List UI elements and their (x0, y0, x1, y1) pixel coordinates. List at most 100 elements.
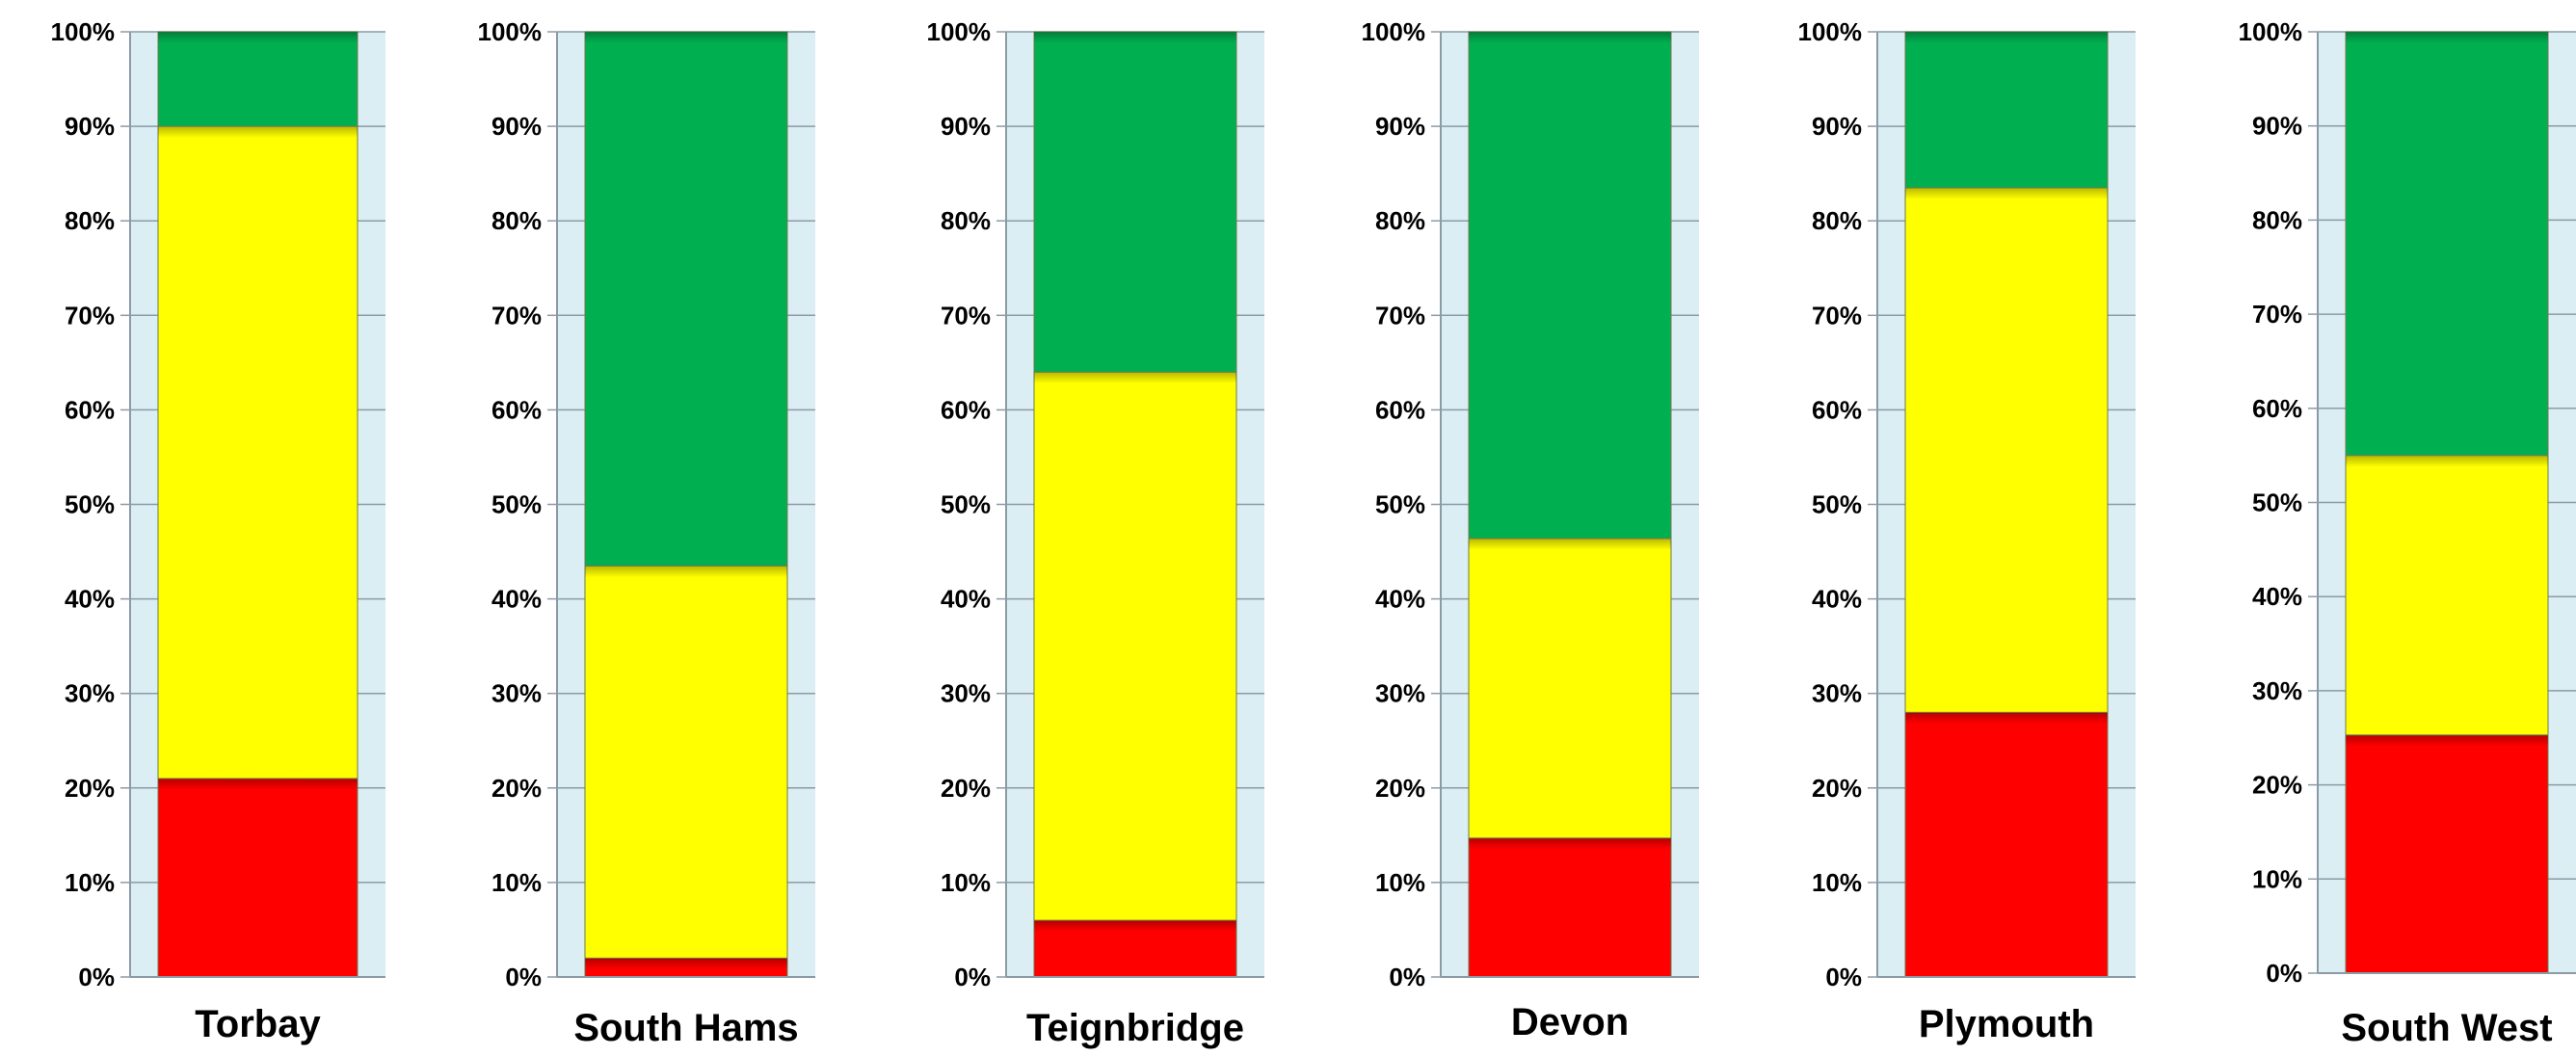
y-tick-label: 70% (941, 301, 991, 330)
bar-segment-shade (1469, 837, 1671, 850)
y-tick-label: 60% (65, 395, 115, 424)
bar-segment (157, 778, 359, 978)
bar-segment-shade (158, 778, 358, 790)
category-label: Devon (1511, 1001, 1629, 1043)
bar-segment-shade (1905, 187, 2108, 199)
y-tick-label: 80% (941, 206, 991, 235)
bar-segment-shade (2346, 734, 2548, 747)
y-tick-label: 50% (1812, 490, 1862, 519)
y-tick-label: 80% (491, 206, 542, 235)
bar-segment (157, 31, 359, 127)
y-tick-label: 20% (941, 774, 991, 803)
y-tick-label: 90% (1812, 112, 1862, 141)
y-tick-label: 60% (941, 395, 991, 424)
bar-segment (1033, 371, 1237, 921)
bar-segment-shade (585, 32, 787, 43)
bar-segment-shade (585, 958, 787, 970)
y-tick-label: 100% (1362, 17, 1426, 46)
y-tick-label: 90% (941, 112, 991, 141)
y-tick-label: 10% (1375, 868, 1425, 897)
y-tick-label: 0% (954, 963, 991, 991)
bar-segment-shade (1034, 32, 1236, 43)
y-tick-label: 90% (1375, 112, 1425, 141)
bar-segment (1033, 31, 1237, 373)
y-tick-label: 0% (2266, 959, 2302, 988)
y-tick-label: 10% (65, 868, 115, 897)
y-tick-label: 10% (1812, 868, 1862, 897)
y-tick-label: 0% (505, 963, 542, 991)
y-tick-label: 60% (1812, 395, 1862, 424)
y-tick-label: 10% (491, 868, 542, 897)
y-tick-label: 50% (2252, 488, 2302, 517)
bar-segment (2345, 455, 2549, 736)
chart-panel: 0% 10% 20% 30% 40% 50% 60% 70% 80% 90% 100% Teignbr… (927, 17, 1264, 1049)
y-tick-label: 50% (65, 490, 115, 519)
y-tick-label: 10% (2252, 864, 2302, 893)
bar-segment-shade (1034, 372, 1236, 384)
y-tick-label: 90% (491, 112, 542, 141)
bar-segment (157, 125, 359, 779)
y-tick-label: 80% (1375, 206, 1425, 235)
y-tick-label: 70% (1812, 301, 1862, 330)
y-tick-label: 60% (1375, 395, 1425, 424)
bar-segment-shade (2346, 455, 2548, 467)
bar-segment (2345, 31, 2549, 457)
bar-segment-shade (158, 32, 358, 43)
y-tick-label: 90% (65, 112, 115, 141)
category-label: South Hams (573, 1007, 798, 1049)
y-tick-label: 70% (491, 301, 542, 330)
y-tick-label: 10% (941, 868, 991, 897)
y-tick-label: 50% (1375, 490, 1425, 519)
bar-segment-shade (585, 566, 787, 578)
bar-segment (584, 565, 788, 959)
y-tick-label: 80% (1812, 206, 1862, 235)
bar-segment (1468, 538, 1672, 839)
bar-segment (1904, 31, 2109, 189)
y-tick-label: 20% (65, 774, 115, 803)
bar-segment-shade (1034, 920, 1236, 933)
y-tick-label: 40% (65, 585, 115, 614)
y-tick-label: 60% (491, 395, 542, 424)
y-tick-label: 100% (2239, 17, 2303, 46)
y-tick-label: 100% (478, 17, 543, 46)
y-tick-label: 40% (1812, 585, 1862, 614)
y-tick-label: 80% (65, 206, 115, 235)
bar-segment (1904, 187, 2109, 713)
y-tick-label: 100% (51, 17, 116, 46)
y-tick-label: 80% (2252, 205, 2302, 234)
y-tick-label: 20% (1375, 774, 1425, 803)
y-tick-label: 30% (1812, 679, 1862, 708)
bar-segment-shade (1905, 712, 2108, 725)
y-tick-label: 20% (491, 774, 542, 803)
y-tick-label: 90% (2252, 112, 2302, 141)
chart-panel: 0% 10% 20% 30% 40% 50% 60% 70% 80% 90% 100% Plymout… (1798, 17, 2136, 1045)
category-label: South West (2341, 1007, 2552, 1049)
y-tick-label: 70% (65, 301, 115, 330)
category-label: Torbay (195, 1003, 321, 1045)
bar-segment (2345, 734, 2549, 974)
y-tick-label: 40% (1375, 585, 1425, 614)
bar-segment-shade (1469, 538, 1671, 550)
y-tick-label: 50% (941, 490, 991, 519)
y-tick-label: 30% (491, 679, 542, 708)
bar-segment (1468, 837, 1672, 978)
category-label: Plymouth (1919, 1003, 2094, 1045)
y-tick-label: 20% (1812, 774, 1862, 803)
y-tick-label: 30% (65, 679, 115, 708)
bar-segment-shade (1469, 32, 1671, 43)
y-tick-label: 70% (1375, 301, 1425, 330)
category-label: Teignbridge (1026, 1007, 1244, 1049)
y-tick-label: 100% (927, 17, 992, 46)
y-tick-label: 70% (2252, 300, 2302, 329)
y-tick-label: 40% (491, 585, 542, 614)
y-tick-label: 30% (2252, 676, 2302, 705)
chart-panel: 0% 10% 20% 30% 40% 50% 60% 70% 80% 90% 100% Devon (1362, 17, 1699, 1043)
bar-segment-shade (158, 126, 358, 139)
bar-segment (1468, 31, 1672, 540)
chart-panel: 0% 10% 20% 30% 40% 50% 60% 70% 80% 90% 100% Torbay (51, 17, 385, 1045)
y-tick-label: 0% (78, 963, 115, 991)
y-tick-label: 30% (1375, 679, 1425, 708)
bar-segment-shade (1905, 32, 2108, 43)
y-tick-label: 0% (1389, 963, 1425, 991)
bar-segment (584, 31, 788, 567)
